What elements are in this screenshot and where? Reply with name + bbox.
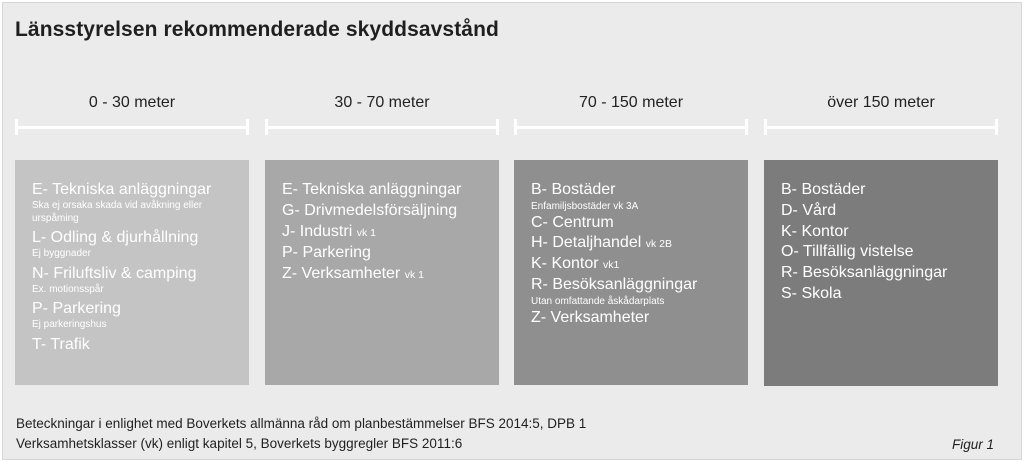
zone-item: K- Kontor	[781, 222, 849, 240]
zone-item: L- Odling & djurhållning	[32, 229, 199, 246]
zone-item-note: Utan omfattande åskådarplats	[531, 296, 665, 307]
zone-box-over-150: B- Bostäder D- Vård K- Kontor O- Tillfäl…	[764, 160, 998, 386]
range-label-over-150: över 150 meter	[827, 94, 935, 111]
zone-item: K- Kontor vk1	[531, 254, 748, 275]
zone-item: O- Tillfällig vistelse	[781, 243, 914, 261]
zone-item: Z- Verksamheter vk 1	[282, 264, 499, 286]
range-label-30-70: 30 - 70 meter	[334, 94, 430, 111]
zone-item-label: J- Industri	[282, 222, 353, 240]
zone-item: R- Besöksanläggningar	[531, 276, 698, 293]
zone-item: H- Detaljhandel vk 2B	[531, 233, 748, 254]
zone-item: D- Vård	[781, 201, 837, 219]
zone-box-70-150: B- Bostäder Enfamiljsbostäder vk 3A C- C…	[514, 160, 748, 385]
zone-item-note: Ex. motionsspår	[32, 283, 104, 295]
footer-note-planning: Beteckningar i enlighet med Boverkets al…	[16, 416, 587, 431]
zone-item: E- Tekniska anläggningar	[32, 181, 212, 198]
zone-item: P- Parkering	[32, 300, 121, 317]
zone-item: P- Parkering	[282, 244, 371, 262]
vk-class-tag: vk 2B	[645, 238, 672, 250]
zone-item: S- Skola	[781, 284, 842, 302]
zone-box-0-30: E- Tekniska anläggningar Ska ej orsaka s…	[15, 160, 249, 385]
zone-item: Z- Verksamheter	[531, 309, 650, 326]
zone-item-note: Ej byggnader	[32, 248, 91, 259]
zone-item-note: Enfamiljsbostäder vk 3A	[531, 201, 639, 212]
zone-box-30-70: E- Tekniska anläggningar G- Drivmedelsfö…	[265, 160, 499, 385]
range-bracket-30-70	[265, 119, 499, 135]
footer-note-building-code: Verksamhetsklasser (vk) enligt kapitel 5…	[16, 436, 463, 451]
zone-item: T- Trafik	[32, 335, 90, 353]
zone-item-label: H- Detaljhandel	[531, 234, 642, 251]
zone-item-note: Ej parkeringshus	[32, 319, 107, 330]
zone-item: J- Industri vk 1	[282, 222, 499, 244]
range-bracket-0-30	[15, 119, 249, 135]
range-bracket-over-150	[764, 119, 998, 135]
vk-class-tag: vk 1	[404, 269, 424, 282]
zone-item: E- Tekniska anläggningar	[282, 181, 462, 198]
zone-item: N- Friluftsliv & camping	[32, 264, 197, 282]
vk-class-tag: vk1	[603, 259, 620, 271]
zone-item-label: K- Kontor	[531, 255, 599, 272]
range-label-70-150: 70 - 150 meter	[578, 94, 684, 111]
zone-item: C- Centrum	[531, 214, 614, 231]
range-bracket-70-150	[514, 119, 748, 135]
figure-title: Länsstyrelsen rekommenderade skyddsavstå…	[15, 18, 499, 41]
zone-item: B- Bostäder	[781, 181, 866, 198]
figure-number: Figur 1	[952, 437, 995, 452]
zone-item-label: Z- Verksamheter	[282, 265, 401, 283]
vk-class-tag: vk 1	[356, 226, 376, 239]
zone-item-note: Ska ej orsaka skada vid avåkning eller u…	[32, 200, 203, 224]
range-label-0-30: 0 - 30 meter	[88, 94, 176, 111]
zone-item: B- Bostäder	[531, 181, 616, 198]
zone-item: G- Drivmedelsförsäljning	[282, 201, 458, 219]
zone-item: R- Besöksanläggningar	[781, 264, 948, 282]
